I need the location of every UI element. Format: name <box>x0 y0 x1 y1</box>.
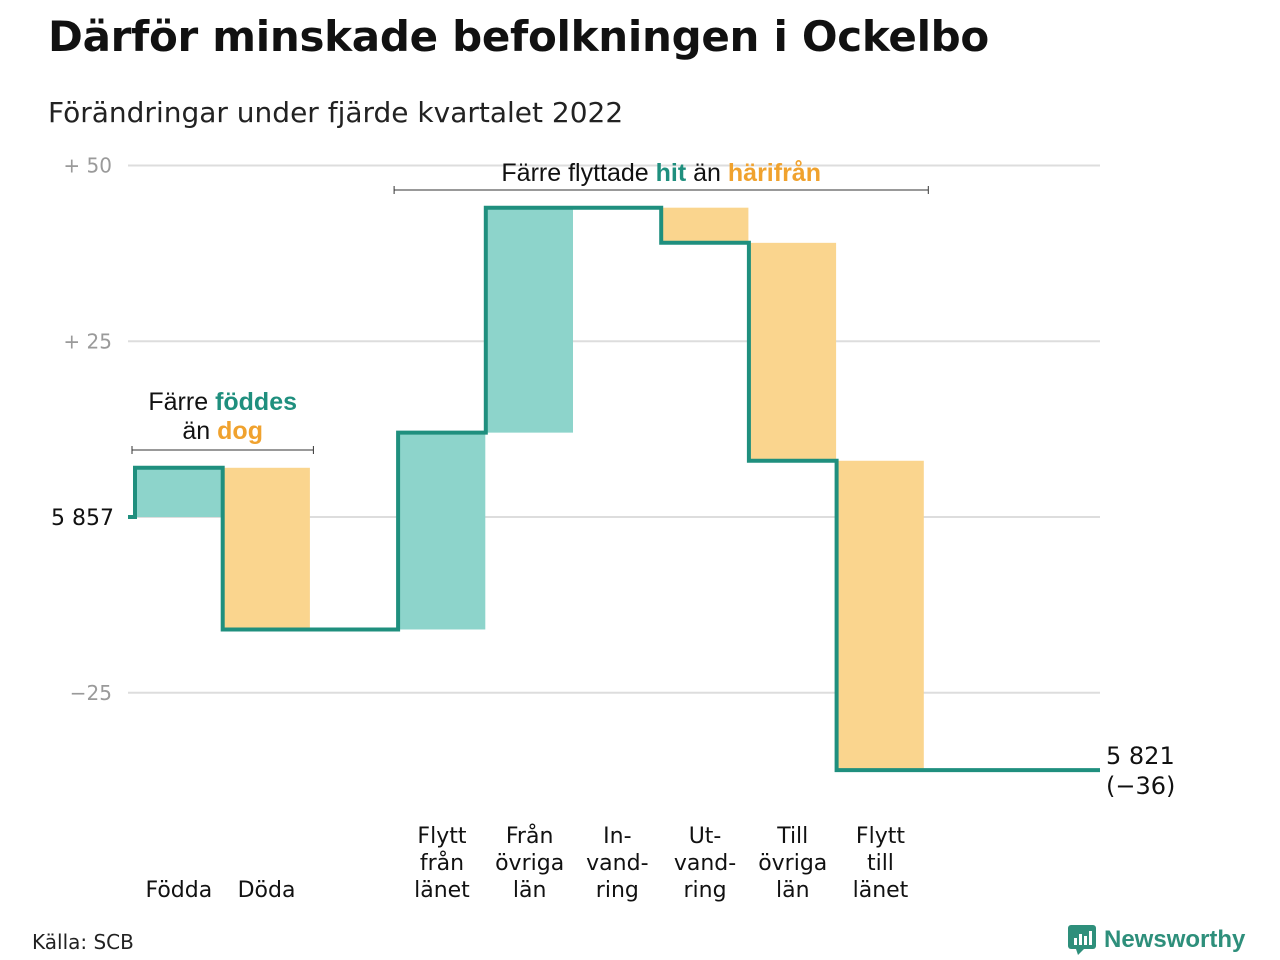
newsworthy-wordmark: Newsworthy <box>1104 926 1246 953</box>
end-value-label: 5 821 <box>1106 742 1175 770</box>
category-label: Flytt <box>856 824 905 849</box>
newsworthy-logo: Newsworthy <box>1068 925 1245 955</box>
bar-increase <box>135 467 223 517</box>
bar-decrease <box>836 460 924 771</box>
category-label: till <box>867 851 894 876</box>
annotation-births-line1: Färre föddes <box>148 388 297 416</box>
category-label: Till <box>776 824 808 849</box>
bar-decrease <box>661 207 749 243</box>
category-label: In- <box>603 824 631 849</box>
category-label: Ut- <box>689 824 722 849</box>
bar-increase <box>485 207 573 433</box>
chart-subtitle: Förändringar under fjärde kvartalet 2022 <box>48 96 624 129</box>
category-label: vand- <box>674 851 736 876</box>
category-label: Flytt <box>417 824 466 849</box>
category-label: övriga <box>495 851 564 876</box>
y-tick-label: + 25 <box>63 329 112 353</box>
bar-increase <box>398 432 486 630</box>
category-label: övriga <box>758 851 827 876</box>
category-label: ring <box>596 878 639 903</box>
annotation-births-line2: än dog <box>182 417 263 445</box>
start-value-label: 5 857 <box>51 506 114 531</box>
category-label: Från <box>506 823 554 849</box>
annotation-migration: Färre flyttade hit än härifrån <box>501 159 821 187</box>
category-label: ring <box>684 878 727 903</box>
newsworthy-icon <box>1068 925 1096 955</box>
bar-decrease <box>748 242 837 461</box>
source-note: Källa: SCB <box>32 930 134 954</box>
end-change-label: (−36) <box>1106 772 1175 800</box>
category-label: Födda <box>145 878 212 903</box>
chart-title: Därför minskade befolkningen i Ockelbo <box>48 12 989 61</box>
category-label: Döda <box>238 878 296 903</box>
category-label: länet <box>414 878 470 903</box>
category-label: vand- <box>586 851 648 876</box>
y-tick-label: + 50 <box>63 154 112 178</box>
category-label: länet <box>853 878 909 903</box>
category-label: från <box>420 850 464 876</box>
y-tick-label: −25 <box>70 681 112 705</box>
cumulative-step-line <box>128 205 1100 773</box>
category-label: län <box>776 878 810 903</box>
category-label: län <box>513 878 547 903</box>
bar-decrease <box>222 467 310 630</box>
